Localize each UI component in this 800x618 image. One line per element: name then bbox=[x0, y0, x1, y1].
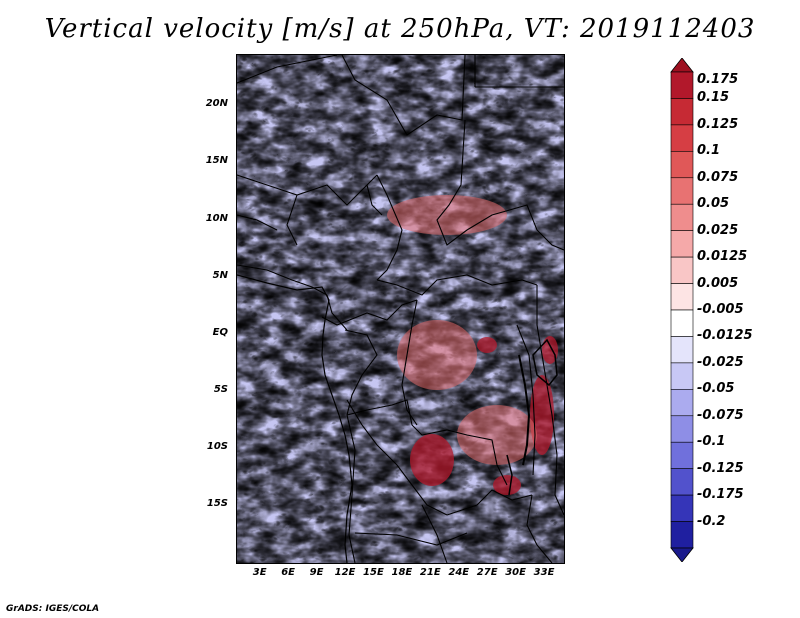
colorbar-swatch bbox=[670, 98, 694, 126]
colorbar-tick-label: 0.005 bbox=[697, 275, 739, 291]
strong-upward-region bbox=[410, 336, 558, 495]
velocity-field-map bbox=[237, 55, 564, 563]
lon-tick-label: 12E bbox=[334, 567, 356, 578]
colorbar-swatch bbox=[670, 256, 694, 284]
colorbar bbox=[670, 58, 694, 562]
colorbar-swatch bbox=[670, 151, 694, 179]
colorbar-swatch bbox=[670, 494, 694, 522]
colorbar-swatch bbox=[670, 230, 694, 258]
credit-text: GrADS: IGES/COLA bbox=[6, 604, 100, 614]
lon-tick-label: 9E bbox=[309, 567, 324, 578]
colorbar-tick-label: -0.175 bbox=[697, 487, 744, 503]
colorbar-swatch bbox=[670, 441, 694, 469]
colorbar-tick-label: 0.0125 bbox=[697, 249, 748, 265]
colorbar-swatch bbox=[670, 521, 694, 549]
lon-tick-label: 15E bbox=[363, 567, 384, 578]
colorbar-tick-label: 0.05 bbox=[697, 196, 730, 212]
colorbar-tick-label: 0.175 bbox=[697, 72, 739, 87]
colorbar-tick-label: 0.075 bbox=[697, 169, 739, 185]
lat-tick-label: 5S bbox=[213, 383, 228, 395]
colorbar-swatch bbox=[670, 362, 694, 390]
lon-tick-label: 18E bbox=[391, 567, 413, 578]
colorbar-swatch bbox=[670, 336, 694, 364]
lon-tick-label: 21E bbox=[419, 567, 441, 578]
colorbar-tick-label: 0.125 bbox=[697, 116, 739, 132]
colorbar-swatch bbox=[670, 309, 694, 337]
lat-tick-label: 15S bbox=[206, 497, 228, 509]
country-borders bbox=[237, 55, 564, 563]
colorbar-swatch bbox=[670, 468, 694, 496]
colorbar-swatch bbox=[670, 389, 694, 417]
lat-tick-label: 5N bbox=[212, 269, 228, 281]
lat-tick-label: 20N bbox=[205, 98, 228, 110]
lat-tick-label: EQ bbox=[212, 326, 228, 338]
lon-tick-label: 33E bbox=[533, 567, 555, 578]
colorbar-top-arrow bbox=[670, 58, 694, 73]
lon-tick-label: 6E bbox=[281, 567, 296, 578]
colorbar-swatch bbox=[670, 71, 694, 99]
colorbar-swatch bbox=[670, 124, 694, 152]
colorbar-tick-label: -0.005 bbox=[697, 302, 744, 317]
coastline bbox=[237, 274, 558, 563]
colorbar-tick-label: -0.075 bbox=[697, 407, 744, 423]
colorbar-tick-label: 0.1 bbox=[697, 143, 721, 159]
colorbar-tick-label: 0.025 bbox=[697, 222, 739, 238]
lon-tick-label: 30E bbox=[505, 567, 526, 578]
colorbar-tick-label: -0.2 bbox=[697, 513, 726, 529]
chart-title: Vertical velocity [m/s] at 250hPa, VT: 2… bbox=[44, 14, 756, 44]
colorbar-swatch bbox=[670, 203, 694, 231]
lon-tick-label: 27E bbox=[476, 567, 498, 578]
colorbar-tick-label: -0.125 bbox=[697, 460, 744, 476]
colorbar-swatch bbox=[670, 283, 694, 311]
colorbar-swatch bbox=[670, 415, 694, 443]
lon-tick-label: 3E bbox=[252, 567, 267, 578]
lat-tick-label: 15N bbox=[205, 155, 228, 167]
lat-tick-label: 10S bbox=[206, 440, 228, 452]
lon-tick-label: 24E bbox=[448, 567, 470, 578]
colorbar-tick-label: -0.025 bbox=[697, 354, 744, 370]
map-panel bbox=[236, 54, 565, 564]
colorbar-swatch bbox=[670, 177, 694, 205]
colorbar-tick-label: 0.15 bbox=[697, 90, 730, 106]
colorbar-bottom-arrow bbox=[670, 547, 694, 562]
colorbar-tick-label: -0.0125 bbox=[697, 328, 753, 344]
colorbar-tick-label: -0.05 bbox=[697, 381, 735, 397]
lat-tick-label: 10N bbox=[205, 212, 228, 224]
colorbar-tick-label: -0.1 bbox=[697, 434, 726, 450]
